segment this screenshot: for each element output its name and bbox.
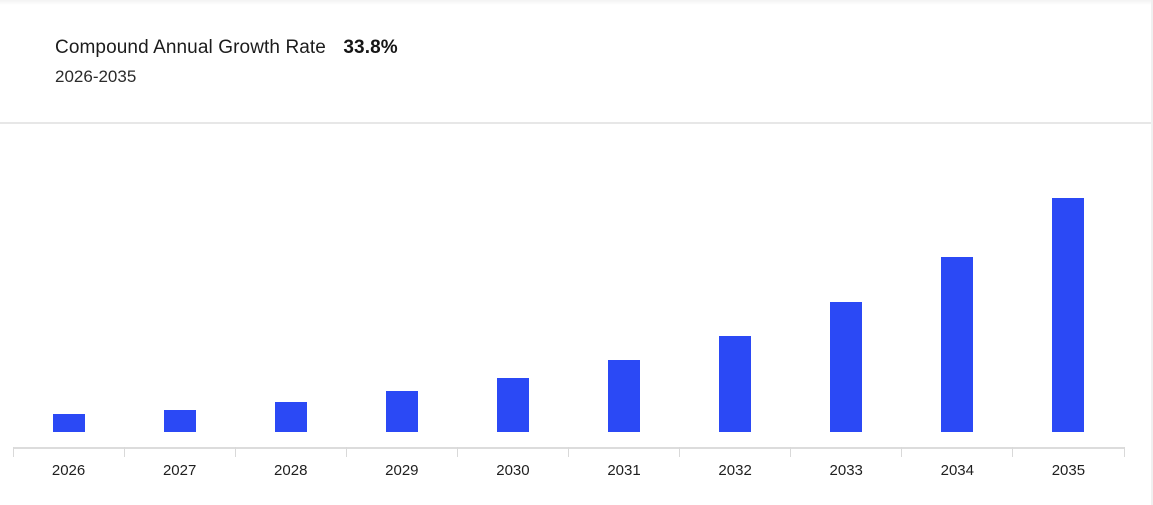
x-axis-tick [1012,447,1014,457]
x-axis-label-2032: 2032 [718,462,752,479]
bar-2028[interactable] [274,402,307,432]
chart-header: Compound Annual Growth Rate 33.8% 2026-2… [55,36,1131,88]
bar-cell-2033 [791,124,902,432]
x-axis-tick [123,447,125,457]
chart-title-row: Compound Annual Growth Rate 33.8% [55,36,1131,60]
x-axis-tick [568,447,569,457]
x-axis-label-2035: 2035 [1051,462,1086,479]
x-axis-label-2033: 2033 [829,462,863,479]
x-axis-label-2029: 2029 [385,462,419,479]
bar-cell-2032 [680,124,791,432]
x-axis-line [13,447,1125,449]
cagr-value: 33.8% [343,37,398,58]
bar-cell-2031 [568,124,679,432]
header-divider [0,122,1151,124]
x-axis-tick [790,447,792,457]
x-axis-ticks [12,447,1125,457]
bar-2031[interactable] [608,360,641,432]
chart-title: Compound Annual Growth Rate [55,37,326,58]
bar-2030[interactable] [496,378,529,432]
bar-2033[interactable] [830,302,863,432]
bar-2035[interactable] [1052,198,1085,432]
top-edge-shadow [0,0,1151,5]
bar-cell-2028 [235,124,346,432]
x-axis-tick [345,447,347,457]
bar-cell-2035 [1013,124,1124,432]
x-axis-labels: 2026 2027 2028 2029 2030 2031 2032 2033 2034 2035 [13,461,1124,481]
x-axis-tick [456,447,458,457]
bar-2026[interactable] [52,414,85,432]
x-axis-tick [12,447,14,457]
x-axis-tick [679,447,681,457]
bar-2032[interactable] [719,336,752,432]
bar-cell-2027 [124,124,235,432]
bar-2034[interactable] [941,257,974,432]
x-axis-tick [1123,447,1125,457]
x-axis-label-2028: 2028 [274,462,308,479]
bar-2027[interactable] [163,410,196,432]
bar-2029[interactable] [385,391,418,432]
bar-chart: 2026 2027 2028 2029 2030 2031 2032 2033 2034 2035 [0,124,1151,505]
x-axis-label-2027: 2027 [162,462,197,479]
bar-cell-2029 [346,124,457,432]
x-axis-tick [234,447,236,457]
bar-cell-2026 [13,124,124,432]
bar-cell-2034 [902,124,1013,432]
x-axis-tick [901,447,903,457]
bar-cell-2030 [457,124,568,432]
x-axis-label-2034: 2034 [940,462,974,479]
x-axis-label-2030: 2030 [496,462,530,479]
x-axis-label-2026: 2026 [51,462,86,479]
plot-area [13,124,1124,432]
chart-period: 2026-2035 [55,67,137,86]
x-axis-label-2031: 2031 [607,462,641,479]
